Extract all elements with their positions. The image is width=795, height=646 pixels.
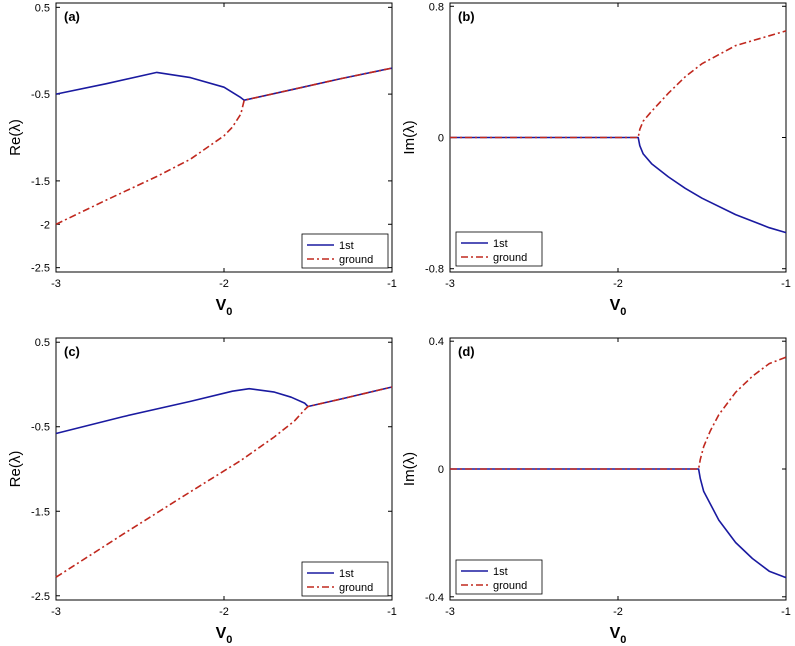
y-tick-label: -1.5 bbox=[31, 506, 50, 518]
legend: 1st ground bbox=[301, 233, 389, 269]
x-axis-label: V0 bbox=[216, 625, 233, 646]
y-tick-label: -2.5 bbox=[31, 263, 50, 275]
panel-label: (a) bbox=[64, 9, 80, 24]
y-axis-label: Re(λ) bbox=[7, 119, 24, 156]
legend-label: 1st bbox=[493, 566, 508, 578]
y-axis-label: Re(λ) bbox=[7, 451, 24, 488]
panel-label: (d) bbox=[458, 344, 475, 359]
y-tick-label: -0.5 bbox=[31, 89, 50, 101]
series-line-first bbox=[55, 386, 393, 435]
panel-label: (b) bbox=[458, 9, 475, 24]
x-axis-label: V0 bbox=[610, 625, 627, 646]
legend: 1st ground bbox=[455, 231, 543, 267]
series-line-ground bbox=[450, 30, 787, 139]
y-tick-label: 0 bbox=[438, 133, 444, 145]
y-tick-label: -2.5 bbox=[31, 591, 50, 603]
x-tick-label: -3 bbox=[445, 278, 455, 290]
legend-label: 1st bbox=[339, 240, 354, 252]
y-axis-label: Im(λ) bbox=[401, 120, 418, 154]
x-tick-label: -1 bbox=[781, 278, 791, 290]
x-tick-label: -3 bbox=[445, 606, 455, 618]
legend-box bbox=[301, 561, 389, 597]
legend-box bbox=[301, 233, 389, 269]
x-tick-label: -2 bbox=[613, 606, 623, 618]
y-tick-label: -2 bbox=[40, 219, 50, 231]
y-tick-label: 0.5 bbox=[35, 337, 50, 349]
series-line-ground bbox=[55, 67, 393, 226]
plot-frame bbox=[55, 337, 393, 601]
series-line-ground bbox=[450, 356, 787, 470]
legend-label: 1st bbox=[339, 568, 354, 580]
panel-b: -3 -2 -1 0.8 0 -0.8 (b) V0 Im(λ) 1st ground bbox=[401, 1, 791, 318]
plot-frame bbox=[55, 2, 393, 273]
legend-label: ground bbox=[493, 252, 527, 264]
y-tick-label: 0 bbox=[438, 464, 444, 476]
y-tick-label: -0.5 bbox=[31, 422, 50, 434]
legend-label: ground bbox=[493, 580, 527, 592]
x-axis-label-subscript: 0 bbox=[226, 634, 232, 646]
panel-c: -3 -2 -1 0.5 -0.5 -1.5 -2.5 (c) V0 Re(λ) 1st ground bbox=[7, 337, 397, 646]
legend: 1st ground bbox=[455, 559, 543, 595]
x-tick-label: -3 bbox=[51, 606, 61, 618]
panel-d: -3 -2 -1 0.4 0 -0.4 (d) V0 Im(λ) 1st ground bbox=[401, 336, 791, 646]
x-axis-label-subscript: 0 bbox=[620, 306, 626, 318]
panel-label: (c) bbox=[64, 344, 80, 359]
x-axis-label-subscript: 0 bbox=[226, 306, 232, 318]
legend-box bbox=[455, 231, 543, 267]
x-tick-label: -2 bbox=[613, 278, 623, 290]
x-tick-label: -2 bbox=[219, 606, 229, 618]
x-tick-label: -2 bbox=[219, 278, 229, 290]
x-tick-label: -1 bbox=[387, 278, 397, 290]
x-tick-label: -1 bbox=[387, 606, 397, 618]
y-tick-label: 0.4 bbox=[429, 336, 444, 348]
y-tick-label: 0.5 bbox=[35, 2, 50, 14]
y-tick-label: 0.8 bbox=[429, 1, 444, 13]
series-line-ground bbox=[55, 386, 393, 578]
x-tick-label: -1 bbox=[781, 606, 791, 618]
legend-label: ground bbox=[339, 254, 373, 266]
y-tick-label: -0.8 bbox=[425, 264, 444, 276]
series-line-first bbox=[55, 67, 393, 101]
y-tick-label: -0.4 bbox=[425, 592, 444, 604]
panel-a: -3 -2 -1 0.5 -0.5 -1.5 -2 -2.5 (a) V0 Re(λ) 1st grou… bbox=[7, 2, 397, 318]
y-tick-label: -1.5 bbox=[31, 176, 50, 188]
legend-box bbox=[455, 559, 543, 595]
x-axis-label-subscript: 0 bbox=[620, 634, 626, 646]
x-axis-label: V0 bbox=[610, 297, 627, 318]
x-tick-label: -3 bbox=[51, 278, 61, 290]
legend-label: ground bbox=[339, 582, 373, 594]
legend-label: 1st bbox=[493, 238, 508, 250]
x-axis-label: V0 bbox=[216, 297, 233, 318]
y-axis-label: Im(λ) bbox=[401, 452, 418, 486]
legend: 1st ground bbox=[301, 561, 389, 597]
series-line-first bbox=[450, 136, 787, 234]
